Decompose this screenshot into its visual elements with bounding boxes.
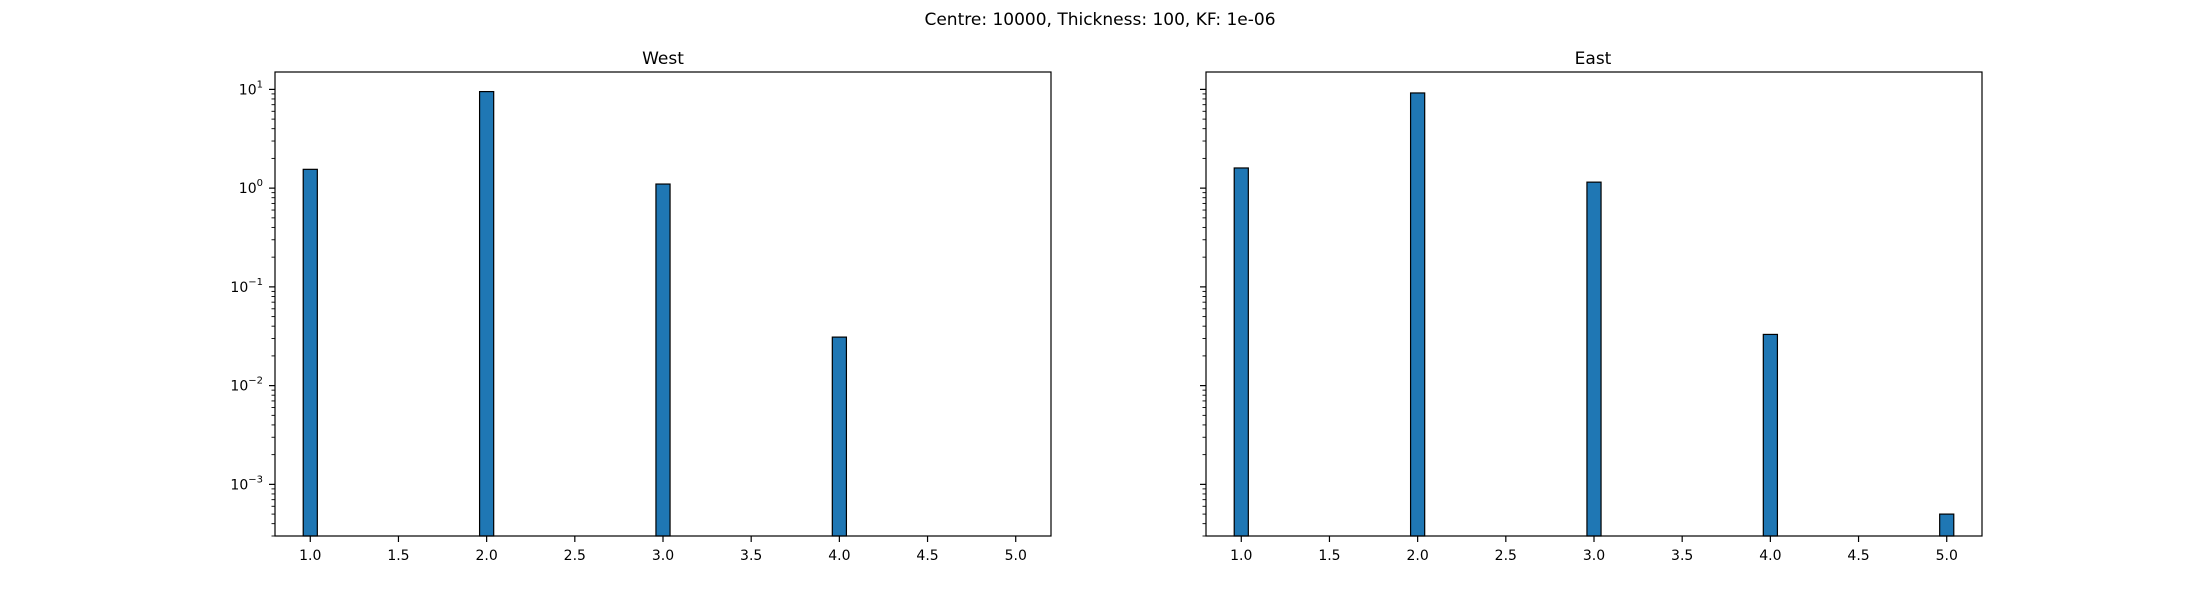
y-tick-label-west-1: 100 [239, 178, 263, 197]
y-tick-base: 10 [230, 379, 248, 395]
bar-west-3 [655, 183, 671, 537]
subplot-west-title: West [642, 49, 684, 69]
y-axis-east [1200, 88, 1206, 537]
bar-east-3 [1586, 181, 1602, 537]
y-tick-exponent: −3 [248, 474, 263, 485]
x-tick-label-west-2: 2.0 [476, 548, 498, 564]
bar-west-2 [478, 90, 495, 537]
x-tick-label-east-7: 4.5 [1847, 548, 1869, 564]
x-tick-label-west-0: 1.0 [299, 548, 321, 564]
x-tick-label-east-1: 1.5 [1318, 548, 1340, 564]
y-tick-exponent: −1 [248, 277, 263, 288]
x-tick-label-west-6: 4.0 [828, 548, 850, 564]
x-tick-label-west-1: 1.5 [387, 548, 409, 564]
y-tick-label-west-4: 10−3 [230, 474, 263, 493]
y-tick-label-west-3: 10−2 [230, 376, 263, 395]
figure-suptitle: Centre: 10000, Thickness: 100, KF: 1e-06 [924, 10, 1275, 30]
plot-area-west [274, 71, 1052, 537]
x-tick-label-east-8: 5.0 [1936, 548, 1958, 564]
y-tick-base: 10 [230, 280, 248, 296]
x-tick-label-west-7: 4.5 [916, 548, 938, 564]
subplot-east: East 1.0 1.5 2.0 2.5 3.0 3.5 4.0 4.5 5.0 [1200, 49, 1983, 564]
plot-area-east [1205, 71, 1983, 537]
bar-east-1 [1233, 167, 1249, 537]
y-tick-label-west-2: 10−1 [230, 277, 263, 296]
y-tick-exponent: 0 [257, 178, 263, 189]
x-axis-west: 1.0 1.5 2.0 2.5 3.0 3.5 4.0 4.5 5.0 [299, 536, 1027, 564]
x-tick-label-east-4: 3.0 [1583, 548, 1605, 564]
x-tick-label-east-0: 1.0 [1230, 548, 1252, 564]
y-tick-base: 10 [239, 82, 257, 98]
y-tick-exponent: −2 [248, 376, 263, 387]
x-tick-label-east-3: 2.5 [1495, 548, 1517, 564]
x-tick-label-west-8: 5.0 [1005, 548, 1027, 564]
x-tick-label-east-2: 2.0 [1407, 548, 1429, 564]
y-tick-base: 10 [239, 181, 257, 197]
x-axis-east: 1.0 1.5 2.0 2.5 3.0 3.5 4.0 4.5 5.0 [1230, 536, 1958, 564]
bar-east-5 [1939, 513, 1955, 537]
x-tick-label-west-5: 3.5 [740, 548, 762, 564]
bar-east-4 [1762, 333, 1779, 537]
bar-west-4 [831, 336, 848, 537]
x-tick-label-east-6: 4.0 [1759, 548, 1781, 564]
y-tick-label-west-0: 101 [239, 79, 263, 98]
x-tick-label-west-4: 3.0 [652, 548, 674, 564]
x-tick-label-east-5: 3.5 [1671, 548, 1693, 564]
y-tick-base: 10 [230, 477, 248, 493]
bar-east-2 [1409, 92, 1426, 537]
subplot-east-title: East [1575, 49, 1612, 69]
x-tick-label-west-3: 2.5 [564, 548, 586, 564]
bar-west-1 [302, 168, 318, 537]
y-tick-exponent: 1 [257, 79, 263, 90]
